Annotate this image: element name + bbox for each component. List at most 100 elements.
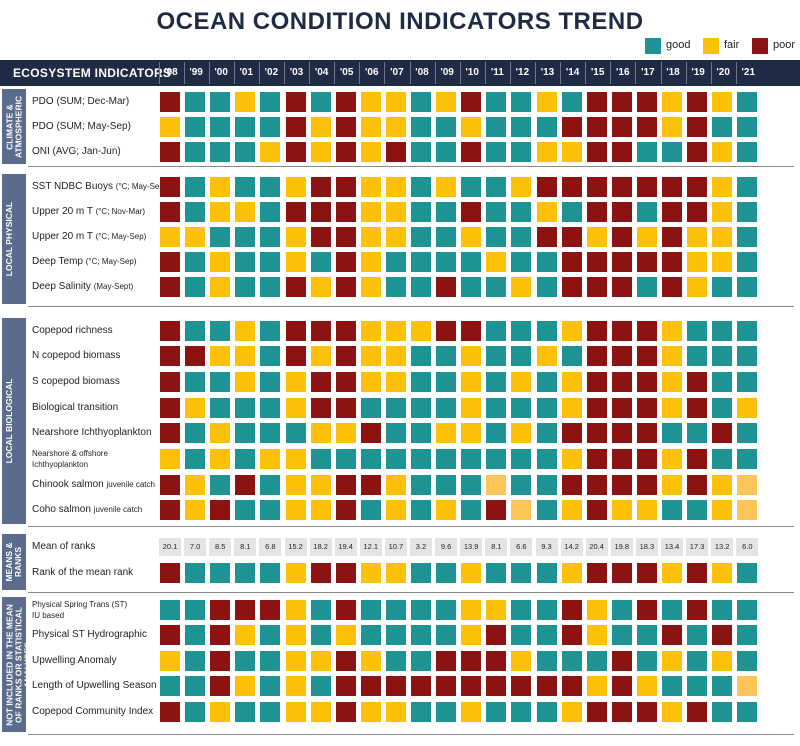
status-cell-fair <box>360 701 381 722</box>
status-cell-fair <box>160 449 180 469</box>
status-cell-fair <box>360 346 381 367</box>
status-cell-good <box>737 251 758 272</box>
status-cell-fair <box>461 371 482 392</box>
status-cell-good <box>436 397 457 418</box>
status-cell-poor <box>160 251 180 272</box>
row-label-main: Rank of the mean rank <box>32 566 134 578</box>
status-cell-good <box>636 276 657 297</box>
status-cell-good <box>411 650 431 671</box>
status-cell-fair <box>586 625 607 645</box>
status-cell-fair <box>662 562 682 583</box>
year-label: '08 <box>415 67 429 78</box>
status-cell-fair <box>687 251 708 272</box>
status-cell-good <box>461 500 482 521</box>
status-cell-fair <box>561 397 582 418</box>
status-cell-good <box>185 625 206 645</box>
status-cell-good <box>411 346 431 367</box>
status-cell-good <box>235 500 256 521</box>
value-cell: 17.3 <box>686 537 709 556</box>
status-cell-good <box>185 320 206 341</box>
status-cell-good <box>737 346 758 367</box>
status-cell-poor <box>335 676 356 696</box>
status-cell-poor <box>687 474 708 495</box>
status-cell-fair <box>385 562 406 583</box>
status-cell-fair <box>561 141 582 162</box>
value-cell: 8.5 <box>209 537 232 556</box>
legend-swatch-fair <box>703 38 719 54</box>
status-cell-fair <box>662 449 682 469</box>
value-cell: 18.3 <box>635 537 658 556</box>
status-cell-poor <box>160 320 180 341</box>
status-cell-good <box>511 449 532 469</box>
status-cell-poor <box>285 346 306 367</box>
year-label: '11 <box>490 67 504 78</box>
status-cell-fair <box>461 226 482 247</box>
status-cell-good <box>511 599 532 620</box>
status-cell-good <box>536 562 557 583</box>
status-cell-fair-light <box>737 474 758 495</box>
status-cell-fair <box>185 397 206 418</box>
status-cell-fair <box>210 251 231 272</box>
status-cell-poor <box>611 201 632 222</box>
status-cell-good <box>712 371 733 392</box>
status-cell-poor <box>561 226 582 247</box>
status-cell-poor <box>712 423 733 444</box>
status-cell-good <box>486 449 507 469</box>
row-label-main: Physical Spring Trans (ST) <box>32 599 128 609</box>
status-cell-good <box>411 371 431 392</box>
status-cell-good <box>636 625 657 645</box>
status-cell-poor <box>160 176 180 197</box>
status-cell-fair <box>260 141 281 162</box>
row-label-main: Upper 20 m T <box>32 230 93 242</box>
group-band <box>2 89 26 164</box>
status-cell-good <box>436 599 457 620</box>
status-cell-good <box>636 650 657 671</box>
status-cell-good <box>486 397 507 418</box>
status-cell-good <box>436 371 457 392</box>
status-cell-poor <box>636 397 657 418</box>
year-separator <box>660 62 662 84</box>
year-separator <box>334 62 336 84</box>
status-cell-poor <box>160 562 180 583</box>
legend-label-good: good <box>666 39 691 51</box>
group-band <box>2 534 26 590</box>
status-cell-good <box>385 423 406 444</box>
status-cell-fair <box>662 116 682 137</box>
status-cell-fair <box>235 320 256 341</box>
status-cell-good <box>511 346 532 367</box>
status-cell-poor <box>662 625 682 645</box>
group-label: CLIMATE & ATMOSPHERIC <box>4 95 23 158</box>
status-cell-poor <box>586 320 607 341</box>
year-separator <box>258 62 260 84</box>
status-cell-poor <box>586 141 607 162</box>
year-separator <box>158 62 160 84</box>
status-cell-fair <box>285 650 306 671</box>
status-cell-good <box>185 650 206 671</box>
status-cell-good <box>360 449 381 469</box>
year-label: '09 <box>440 67 454 78</box>
status-cell-fair <box>662 701 682 722</box>
year-separator <box>710 62 712 84</box>
status-cell-fair <box>436 91 457 112</box>
row-label: S copepod biomass <box>32 376 120 387</box>
status-cell-good <box>712 346 733 367</box>
status-cell-good <box>436 625 457 645</box>
row-label-main: Upper 20 m T <box>32 205 93 217</box>
status-cell-good <box>185 562 206 583</box>
status-cell-fair <box>360 201 381 222</box>
status-cell-fair <box>285 397 306 418</box>
status-cell-fair <box>310 346 331 367</box>
status-cell-fair <box>360 176 381 197</box>
year-separator <box>509 62 511 84</box>
status-cell-fair <box>662 397 682 418</box>
status-cell-poor <box>662 226 682 247</box>
status-cell-good <box>260 397 281 418</box>
status-cell-poor <box>611 251 632 272</box>
status-cell-poor <box>486 500 507 521</box>
status-cell-good <box>235 251 256 272</box>
status-cell-poor <box>611 91 632 112</box>
value-cell: 6.0 <box>736 537 759 556</box>
status-cell-fair <box>712 562 733 583</box>
row-label-sub: juvenile catch <box>106 479 155 489</box>
status-cell-fair <box>636 500 657 521</box>
